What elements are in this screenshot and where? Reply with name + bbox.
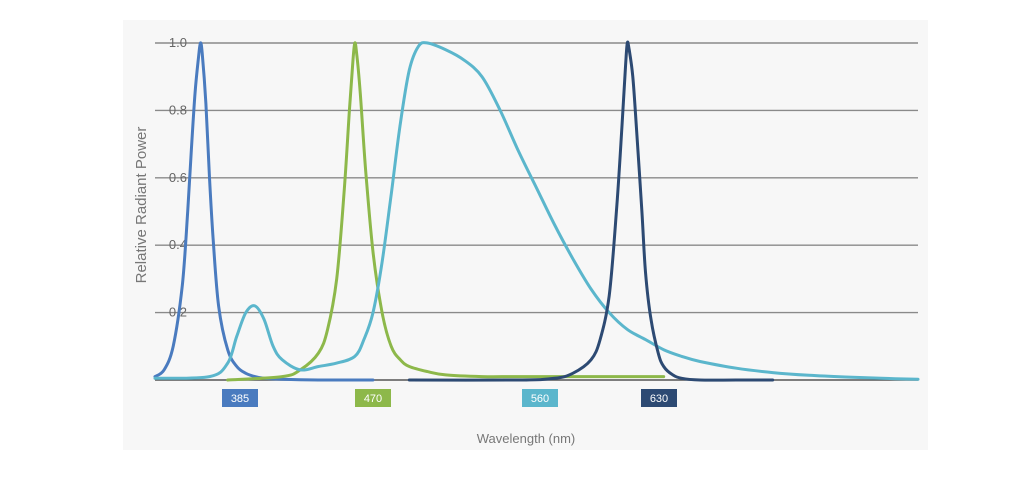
series-line-630 xyxy=(407,40,775,382)
legend-badge-630: 630 xyxy=(641,389,677,407)
legend-badge-swatch xyxy=(222,389,258,407)
legend-badge-label: 630 xyxy=(650,393,668,405)
legend-badge-label: 470 xyxy=(364,393,382,405)
y-tick-label: 0.6 xyxy=(169,170,187,185)
y-axis-title: Relative Radiant Power xyxy=(133,127,150,284)
series-line-470 xyxy=(226,41,666,382)
legend-badge-label: 560 xyxy=(531,393,549,405)
series-lines xyxy=(153,40,920,382)
legend-badge-470: 470 xyxy=(355,389,391,407)
legend-badge-560: 560 xyxy=(522,389,558,407)
legend-badges: 385 470 560 630 xyxy=(222,389,677,407)
x-axis-title: Wavelength (nm) xyxy=(477,431,576,446)
y-tick-label: 1.0 xyxy=(169,35,187,50)
series-line-560 xyxy=(153,41,920,381)
legend-badge-385: 385 xyxy=(222,389,258,407)
y-tick-label: 0.4 xyxy=(169,237,187,252)
y-tick-label: 0.8 xyxy=(169,102,187,117)
y-tick-labels: 0.20.40.60.81.0 xyxy=(169,35,187,320)
legend-badge-swatch xyxy=(522,389,558,407)
legend-badge-swatch xyxy=(355,389,391,407)
legend-badge-label: 385 xyxy=(231,393,249,405)
grid-lines xyxy=(155,42,918,314)
legend-badge-swatch xyxy=(641,389,677,407)
series-line-385 xyxy=(153,41,375,382)
